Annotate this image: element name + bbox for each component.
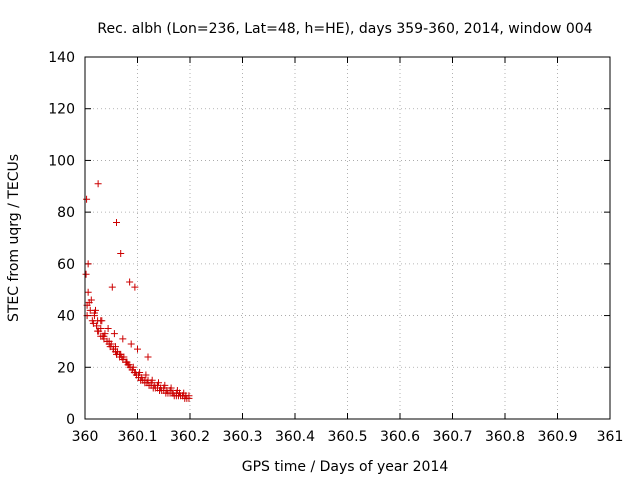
data-point — [144, 353, 152, 361]
y-tick-label: 80 — [57, 205, 75, 221]
data-point — [94, 180, 102, 188]
data-point — [134, 345, 141, 353]
x-tick-label: 361 — [597, 429, 624, 445]
data-point — [148, 376, 156, 384]
data-point — [113, 218, 120, 226]
data-points — [82, 180, 193, 402]
data-point — [167, 384, 175, 392]
data-point — [142, 371, 150, 379]
chart-title: Rec. albh (Lon=236, Lat=48, h=HE), days … — [97, 21, 592, 37]
x-axis-label: GPS time / Days of year 2014 — [242, 459, 449, 475]
y-tick-label: 40 — [57, 309, 75, 325]
data-point — [123, 358, 131, 366]
data-point — [92, 306, 99, 314]
x-tick-label: 360.5 — [327, 429, 367, 445]
data-point — [83, 195, 91, 203]
data-point — [117, 350, 125, 358]
x-axis-ticks: 360 360.1 360.2 360.3 360.4 360.5 360.6 360.7 36… — [72, 57, 624, 445]
data-point — [173, 387, 181, 395]
x-tick-label: 360.6 — [380, 429, 420, 445]
y-axis-ticks: 0 20 40 60 80 100 120 140 — [48, 50, 610, 428]
data-point — [89, 319, 97, 327]
data-point — [119, 335, 127, 343]
x-tick-label: 360.7 — [432, 429, 472, 445]
x-tick-label: 360.4 — [275, 429, 315, 445]
data-point — [84, 260, 92, 268]
grid — [85, 57, 610, 419]
x-tick-label: 360.3 — [222, 429, 262, 445]
data-point — [127, 340, 135, 348]
data-point — [131, 283, 139, 291]
y-tick-label: 60 — [57, 257, 75, 273]
x-tick-label: 360.2 — [170, 429, 210, 445]
data-point — [185, 392, 193, 400]
y-tick-label: 20 — [57, 360, 75, 376]
data-point — [126, 278, 134, 286]
y-tick-label: 120 — [48, 102, 75, 118]
x-tick-label: 360.1 — [117, 429, 157, 445]
data-point — [111, 348, 119, 356]
data-point — [136, 368, 144, 376]
data-point — [155, 379, 162, 387]
data-point — [161, 381, 169, 389]
data-point — [94, 327, 102, 335]
data-point — [110, 330, 118, 338]
y-tick-label: 100 — [48, 153, 75, 169]
x-tick-label: 360.8 — [485, 429, 525, 445]
y-tick-label: 0 — [66, 412, 75, 428]
data-point — [117, 250, 125, 258]
data-point — [105, 340, 113, 348]
data-point — [82, 270, 90, 278]
data-point — [100, 335, 108, 343]
x-tick-label: 360 — [72, 429, 99, 445]
data-point — [85, 299, 93, 307]
x-tick-label: 360.9 — [537, 429, 577, 445]
y-tick-label: 140 — [48, 50, 75, 66]
data-point — [108, 283, 116, 291]
data-point — [180, 389, 188, 397]
data-point — [129, 363, 137, 371]
y-axis-label: STEC from uqrg / TECUs — [6, 154, 22, 322]
data-point — [97, 317, 105, 325]
data-point — [104, 325, 112, 332]
data-point — [84, 288, 92, 296]
plot-frame — [84, 56, 611, 420]
